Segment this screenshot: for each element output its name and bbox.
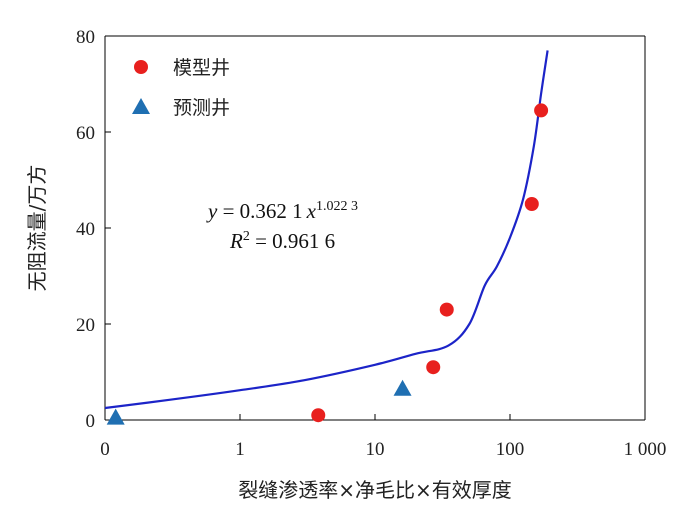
model-well-point (439, 302, 454, 317)
model-well-point (426, 360, 441, 375)
svg-text:R2 = 0.961 6: R2 = 0.961 6 (229, 229, 335, 253)
x-tick-label: 1 (235, 439, 245, 460)
model-well-point (534, 103, 549, 118)
eq-const: = 0.362 1 (217, 199, 302, 223)
eq-r: R (229, 229, 243, 253)
plot-frame (104, 35, 646, 421)
y-axis-title: 无阻流量/万方 (25, 165, 49, 292)
y-tick-label: 60 (76, 123, 95, 144)
fit-curve (104, 50, 549, 410)
eq-x: x (306, 199, 317, 223)
legend-marker-model-well (134, 60, 148, 74)
model-well-point (311, 408, 326, 423)
fit-equation: y = 0.362 1 x1.022 3 R2 = 0.961 6 (206, 199, 358, 253)
y-tick-label: 40 (76, 219, 95, 240)
x-axis-title: 裂缝渗透率×净毛比×有效厚度 (238, 478, 512, 502)
x-ticks: 0 1 10 100 1 000 (100, 414, 666, 460)
predicted-well-point (106, 408, 125, 425)
x-tick-label: 10 (366, 439, 385, 460)
legend-label-model-well: 模型井 (173, 57, 230, 79)
y-tick-label: 20 (76, 315, 95, 336)
x-tick-label: 1 000 (624, 439, 667, 460)
model-well-point (524, 197, 539, 211)
x-tick-label: 100 (496, 439, 525, 460)
svg-text:y = 0.362 1x1.022 3: y = 0.362 1 x1.022 3 (206, 199, 358, 223)
x-tick-label: 0 (100, 439, 110, 460)
legend-marker-predicted-well (132, 98, 150, 114)
y-tick-label: 0 (86, 411, 96, 432)
legend: 模型井 预测井 (132, 57, 230, 119)
y-ticks: 0 20 40 60 80 (76, 27, 111, 432)
data-points (106, 103, 549, 425)
eq-exponent: 1.022 3 (316, 199, 358, 214)
eq-y: y (206, 199, 218, 223)
legend-label-predicted-well: 预测井 (173, 97, 230, 119)
predicted-well-point (393, 379, 412, 396)
eq-r-value: = 0.961 6 (250, 229, 335, 253)
eq-r-sup: 2 (243, 229, 250, 244)
y-tick-label: 80 (76, 27, 95, 48)
